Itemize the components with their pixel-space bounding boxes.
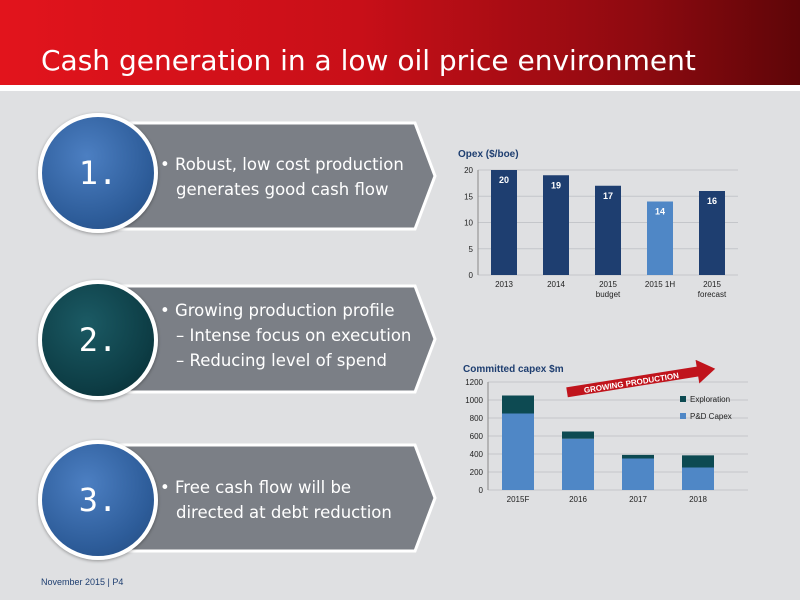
growing-production-label: GROWING PRODUCTION (583, 371, 679, 395)
opex-x-tick: forecast (698, 290, 727, 299)
opex-bar (699, 191, 725, 275)
opex-x-tick: 2013 (495, 280, 513, 289)
capex-x-tick: 2018 (689, 495, 707, 504)
opex-data-label: 19 (551, 180, 561, 190)
opex-bar (647, 201, 673, 275)
point-3-number: 3. (78, 481, 118, 519)
capex-y-tick: 600 (470, 432, 484, 441)
opex-x-tick: 2014 (547, 280, 565, 289)
point-1-line-1: • Robust, low cost production (160, 155, 404, 174)
capex-y-tick: 1200 (465, 378, 483, 387)
opex-y-tick: 15 (464, 192, 473, 201)
capex-y-tick: 0 (479, 486, 484, 495)
capex-bar-exploration (682, 455, 714, 468)
capex-legend-label: P&D Capex (690, 412, 732, 421)
opex-y-tick: 0 (469, 271, 474, 280)
capex-y-tick: 1000 (465, 396, 483, 405)
opex-data-label: 20 (499, 175, 509, 185)
point-2-line-3: – Reducing level of spend (176, 351, 387, 370)
slide-footer: November 2015 | P4 (41, 577, 124, 587)
capex-bar-pd (682, 467, 714, 490)
capex-chart-title: Committed capex $m (463, 364, 564, 375)
slide-title: Cash generation in a low oil price envir… (41, 44, 696, 77)
opex-x-tick: 2015 (599, 280, 617, 289)
capex-legend-swatch (680, 396, 686, 402)
point-3-line-1: • Free cash flow will be (160, 478, 352, 497)
point-2-number-circle: 2. (38, 280, 158, 400)
point-1-number-circle: 1. (38, 113, 158, 233)
capex-y-tick: 200 (470, 468, 484, 477)
opex-data-label: 16 (707, 196, 717, 206)
capex-bar-exploration (502, 395, 534, 414)
capex-y-tick: 400 (470, 450, 484, 459)
opex-chart-title: Opex ($/boe) (458, 149, 519, 160)
capex-legend-swatch (680, 413, 686, 419)
capex-bar-pd (622, 458, 654, 490)
capex-bar-pd (562, 438, 594, 490)
opex-x-tick: budget (596, 290, 621, 299)
point-3-text: • Free cash flow will be directed at deb… (160, 475, 392, 525)
point-1-number: 1. (78, 154, 118, 192)
opex-chart: Opex ($/boe)05101520202013192014172015bu… (458, 149, 738, 299)
opex-bar (491, 170, 517, 275)
point-2-line-1: • Growing production profile (160, 301, 395, 320)
opex-y-tick: 10 (464, 219, 473, 228)
opex-y-tick: 20 (464, 166, 473, 175)
point-2-number: 2. (78, 321, 118, 359)
capex-bar-pd (502, 413, 534, 490)
capex-x-tick: 2015F (507, 495, 530, 504)
point-3-number-circle: 3. (38, 440, 158, 560)
capex-legend-label: Exploration (690, 395, 730, 404)
point-1-line-2: generates good cash flow (176, 180, 389, 199)
opex-x-tick: 2015 (703, 280, 721, 289)
point-2-line-2: – Intense focus on execution (176, 326, 412, 345)
opex-x-tick: 2015 1H (645, 280, 675, 289)
opex-bar (543, 175, 569, 275)
opex-bar (595, 185, 621, 275)
capex-bar-exploration (562, 431, 594, 439)
opex-data-label: 14 (655, 207, 665, 217)
capex-x-tick: 2017 (629, 495, 647, 504)
capex-bar-exploration (622, 454, 654, 459)
capex-chart: Committed capex $m 0 200 400 600 800 1000 1200 2… (463, 360, 748, 504)
header-bar (0, 0, 800, 85)
point-3-line-2: directed at debt reduction (176, 503, 392, 522)
capex-x-tick: 2016 (569, 495, 587, 504)
point-1-text: • Robust, low cost production generates … (160, 152, 404, 202)
capex-y-tick: 800 (470, 414, 484, 423)
header-divider (0, 85, 800, 91)
opex-data-label: 17 (603, 191, 613, 201)
point-2-text: • Growing production profile – Intense f… (160, 298, 411, 373)
opex-y-tick: 5 (469, 245, 474, 254)
